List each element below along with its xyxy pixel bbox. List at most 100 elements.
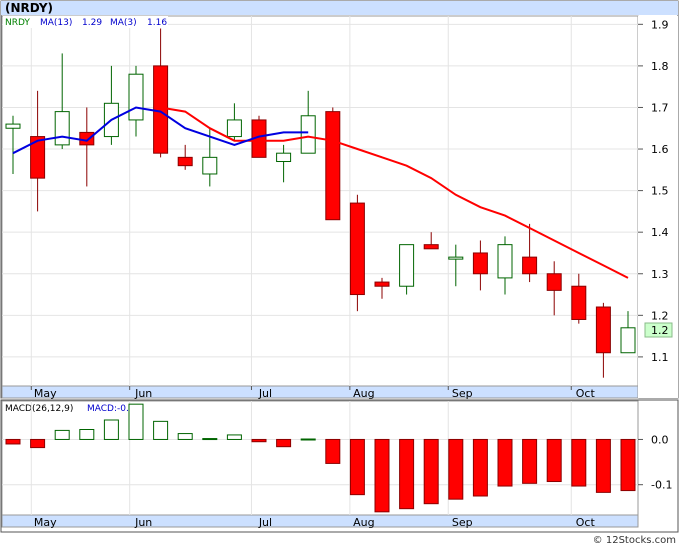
macd-bar <box>399 438 415 510</box>
macd-bar <box>153 420 169 440</box>
macd-bar <box>202 438 218 441</box>
candlesticks <box>5 28 636 378</box>
candle-body <box>226 119 242 138</box>
macd-bar <box>79 429 95 440</box>
macd-x-axis: May Jun Jul Aug Sep Oct <box>34 516 596 529</box>
candle-body <box>374 281 390 287</box>
candle-body <box>620 327 636 354</box>
price-y-tick-label: 1.4 <box>651 226 669 239</box>
macd-bar <box>349 438 365 496</box>
price-y-axis: 1.1 1.2 1.3 1.4 1.5 1.6 1.7 1.8 1.9 <box>638 18 669 364</box>
price-y-tick-label: 1.5 <box>651 185 669 198</box>
macd-bar <box>595 438 611 493</box>
price-y-tick-label: 1.7 <box>651 101 669 114</box>
macd-y-tick-label: 0.0 <box>651 433 669 446</box>
macd-y-tick-label: -0.1 <box>651 479 672 492</box>
macd-bar <box>251 438 267 443</box>
price-y-tick-label: 1.2 <box>651 309 669 322</box>
price-x-tick-label: Jun <box>134 387 152 400</box>
plot-area-macd <box>1 400 639 516</box>
candle-body <box>546 273 562 291</box>
legend-ticker: NRDY <box>5 18 30 28</box>
macd-bar <box>325 438 341 464</box>
candle-body <box>5 123 21 129</box>
chart-title: (NRDY) <box>5 1 53 15</box>
price-y-tick-label: 1.8 <box>651 60 669 73</box>
candle-body <box>399 244 415 287</box>
macd-x-tick-label: Jul <box>258 516 272 529</box>
price-x-tick-label: May <box>34 387 57 400</box>
legend-ma13-label: MA(13) <box>40 18 72 28</box>
candle-body <box>423 244 439 250</box>
price-y-tick-label: 1.1 <box>651 351 669 364</box>
macd-x-tick-label: May <box>34 516 57 529</box>
footer-credit: © 12Stocks.com <box>593 535 676 546</box>
macd-value-label: MACD:-0.05 <box>87 404 140 414</box>
macd-y-axis: 0.0 -0.1 <box>638 433 672 492</box>
legend-ma13-value: 1.29 <box>82 18 102 28</box>
macd-legend: MACD(26,12,9) MACD:-0.05 <box>3 402 153 414</box>
candle-body <box>300 115 316 154</box>
candle-body <box>202 156 218 175</box>
candle-body <box>472 252 488 275</box>
candle-body <box>30 136 46 179</box>
macd-bar <box>128 403 144 440</box>
ma13-line <box>160 106 629 279</box>
candle-body <box>595 306 611 354</box>
macd-bar <box>300 438 316 441</box>
candle-body <box>571 285 587 320</box>
price-x-tick-label: Oct <box>576 387 596 400</box>
macd-bar <box>374 438 390 513</box>
legend-ma3-value: 1.16 <box>147 18 167 28</box>
macd-bar <box>497 438 513 487</box>
legend-ma3-label: MA(3) <box>110 18 137 28</box>
price-y-tick-label: 1.6 <box>651 143 669 156</box>
ma3-line <box>12 106 309 155</box>
title-bar <box>1 1 678 15</box>
macd-bar <box>54 429 70 440</box>
candle-body <box>54 111 70 146</box>
macd-bar <box>226 434 242 440</box>
price-legend: NRDY MA(13) 1.29 MA(3) 1.16 <box>3 16 168 28</box>
candle-body <box>349 202 365 296</box>
price-x-tick-label: Aug <box>353 387 374 400</box>
candle-body <box>325 111 341 221</box>
candle-body <box>522 256 538 275</box>
price-x-tick-label: Sep <box>452 387 473 400</box>
price-x-axis: May Jun Jul Aug Sep Oct <box>30 386 596 400</box>
last-price-label: 1.2 <box>651 324 669 337</box>
macd-x-tick-label: Oct <box>576 516 596 529</box>
x-axis-strip-price <box>1 385 639 399</box>
macd-title: MACD(26,12,9) <box>5 404 73 414</box>
candle-body <box>448 256 464 260</box>
macd-x-tick-label: Jun <box>134 516 152 529</box>
macd-x-tick-label: Aug <box>353 516 374 529</box>
x-axis-strip-macd <box>1 514 639 528</box>
candle-body <box>276 152 292 163</box>
price-x-tick-label: Jul <box>258 387 272 400</box>
macd-bar <box>103 419 119 440</box>
price-y-tick-label: 1.3 <box>651 268 669 281</box>
macd-bar <box>423 438 439 505</box>
plot-area-price <box>1 15 639 387</box>
macd-bar <box>30 438 46 449</box>
macd-x-tick-label: Sep <box>452 516 473 529</box>
candle-body <box>177 156 193 167</box>
price-y-tick-label: 1.9 <box>651 18 669 31</box>
candle-body <box>153 65 169 154</box>
macd-bar <box>522 438 538 484</box>
macd-histogram <box>5 403 636 513</box>
macd-bar <box>620 438 636 492</box>
candle-body <box>497 244 513 279</box>
macd-bar <box>472 438 488 497</box>
moving-averages <box>12 106 629 279</box>
macd-bar <box>448 438 464 500</box>
macd-bar <box>276 438 292 448</box>
macd-bar <box>5 438 21 445</box>
macd-bar <box>177 433 193 440</box>
y-axis-strip-price <box>638 16 678 398</box>
candle-body <box>79 131 95 146</box>
last-price-tag: 1.2 <box>644 322 673 338</box>
macd-bar <box>546 438 562 483</box>
